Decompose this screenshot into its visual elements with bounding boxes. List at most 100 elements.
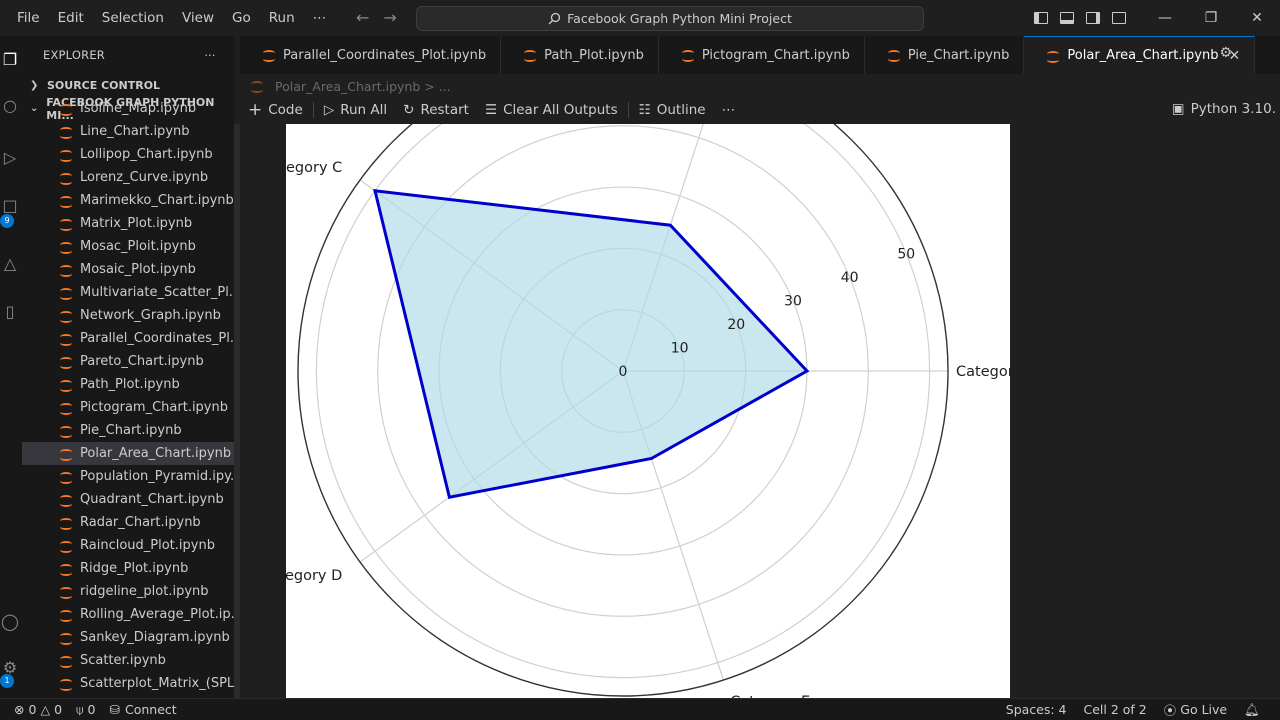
menu-more[interactable]: ⋯ xyxy=(312,10,327,26)
file-item[interactable]: Pie_Chart.ipynb xyxy=(22,419,234,442)
toggle-secondary-sidebar-icon[interactable] xyxy=(1086,12,1100,24)
breadcrumb-more[interactable]: > ... xyxy=(424,78,451,94)
notebook-icon xyxy=(59,171,73,185)
explorer-more-button[interactable]: ⋯ xyxy=(204,48,216,62)
sidebar-scrollbar[interactable] xyxy=(234,124,240,698)
file-label: Polar_Area_Chart.ipynb xyxy=(80,446,232,461)
editor-tab[interactable]: Pictogram_Chart.ipynb xyxy=(659,36,865,74)
file-item[interactable]: Rolling_Average_Plot.ip... xyxy=(22,603,234,626)
source-control-icon[interactable]: □ xyxy=(2,196,18,215)
tab-label: Pie_Chart.ipynb xyxy=(907,47,1010,63)
restore-icon[interactable]: ❐ xyxy=(1204,10,1218,26)
tab-close-icon[interactable]: ✕ xyxy=(1228,47,1241,64)
menu-selection[interactable]: Selection xyxy=(101,10,164,26)
file-item[interactable]: Pareto_Chart.ipynb xyxy=(22,350,234,373)
manage-gear-icon[interactable]: ⚙ xyxy=(2,658,18,677)
notifications-bell-icon[interactable]: 🔔︎ xyxy=(1244,701,1260,717)
menu-view[interactable]: View xyxy=(181,10,215,26)
toolbar-divider xyxy=(627,102,629,118)
editor-tab[interactable]: Pie_Chart.ipynb xyxy=(865,36,1025,74)
toggle-sidebar-icon[interactable] xyxy=(1034,12,1048,24)
source-control-section[interactable]: ❯ SOURCE CONTROL xyxy=(22,74,234,97)
notebook-icon xyxy=(59,447,73,461)
problems-indicator[interactable]: ⊗ 0 △ 0 xyxy=(14,702,62,717)
run-all-label: Run All xyxy=(340,102,388,118)
kernel-picker[interactable]: ▣ Python 3.10. xyxy=(1172,101,1276,117)
file-item[interactable]: Parallel_Coordinates_Pl... xyxy=(22,327,234,350)
file-item[interactable]: Pictogram_Chart.ipynb xyxy=(22,396,234,419)
extensions-icon[interactable]: ▯ xyxy=(5,302,15,321)
run-all-icon: ▷ xyxy=(323,102,335,118)
file-label: Matrix_Plot.ipynb xyxy=(80,216,193,231)
outline-icon: ☷ xyxy=(638,102,651,118)
search-icon[interactable]: ○ xyxy=(3,96,17,115)
toolbar-more-button[interactable]: ⋯ xyxy=(721,102,736,118)
menu-edit[interactable]: Edit xyxy=(57,10,84,26)
file-item[interactable]: Marimekko_Chart.ipynb xyxy=(22,189,234,212)
file-label: Sankey_Diagram.ipynb xyxy=(80,630,230,645)
file-label: Scatterplot_Matrix_(SPL... xyxy=(80,676,234,691)
kernel-icon: ▣ xyxy=(1171,101,1185,117)
notebook-icon xyxy=(59,263,73,277)
outline-button[interactable]: ☷ Outline xyxy=(631,102,714,118)
file-item[interactable]: Network_Graph.ipynb xyxy=(22,304,234,327)
breadcrumb-file[interactable]: Polar_Area_Chart.ipynb xyxy=(275,78,421,94)
menu-run[interactable]: Run xyxy=(268,10,295,26)
account-icon[interactable]: ◯ xyxy=(1,612,19,631)
testing-icon[interactable]: △ xyxy=(3,254,17,273)
back-arrow-icon[interactable]: ← xyxy=(356,8,370,27)
notebook-icon xyxy=(59,125,73,139)
category-label: Category D xyxy=(286,568,342,584)
run-all-button[interactable]: ▷ Run All xyxy=(316,102,395,118)
file-item[interactable]: Scatter.ipynb xyxy=(22,649,234,672)
notebook-icon xyxy=(59,286,73,300)
file-item[interactable]: ridgeline_plot.ipynb xyxy=(22,580,234,603)
menu-file[interactable]: File xyxy=(17,10,40,26)
restart-button[interactable]: ↻ Restart xyxy=(395,102,477,118)
tab-label: Path_Plot.ipynb xyxy=(544,47,644,63)
file-item[interactable]: Mosac_Ploit.ipynb xyxy=(22,235,234,258)
editor-tab[interactable]: Parallel_Coordinates_Plot.ipynb xyxy=(240,36,502,74)
ports-indicator[interactable]: ⍦ 0 xyxy=(76,702,95,718)
file-item[interactable]: Path_Plot.ipynb xyxy=(22,373,234,396)
file-item[interactable]: Scatterplot_Matrix_(SPL... xyxy=(22,672,234,695)
chevron-right-icon: ❯ xyxy=(30,80,39,91)
close-window-icon[interactable]: ✕ xyxy=(1251,10,1263,26)
file-item[interactable]: Radar_Chart.ipynb xyxy=(22,511,234,534)
minimize-icon[interactable]: — xyxy=(1158,10,1172,26)
file-label: Mosac_Ploit.ipynb xyxy=(80,239,196,254)
file-item[interactable]: Sankey_Diagram.ipynb xyxy=(22,626,234,649)
settings-gear-icon[interactable]: ⚙ xyxy=(1219,45,1232,61)
connect-button[interactable]: ⛁ Connect xyxy=(109,702,176,717)
editor-tab[interactable]: Path_Plot.ipynb xyxy=(501,36,659,74)
file-label: Population_Pyramid.ipy... xyxy=(80,469,234,484)
file-item[interactable]: Mosaic_Plot.ipynb xyxy=(22,258,234,281)
toggle-panel-icon[interactable] xyxy=(1060,12,1074,24)
menu-go[interactable]: Go xyxy=(232,10,251,26)
file-label: Pie_Chart.ipynb xyxy=(80,423,182,438)
file-item[interactable]: Lollipop_Chart.ipynb xyxy=(22,143,234,166)
clear-outputs-button[interactable]: ☰ Clear All Outputs xyxy=(477,102,626,118)
file-item[interactable]: Multivariate_Scatter_Pl... xyxy=(22,281,234,304)
file-item[interactable]: Quadrant_Chart.ipynb xyxy=(22,488,234,511)
editor-tab[interactable]: Polar_Area_Chart.ipynb ✕ xyxy=(1024,36,1256,74)
indentation-status[interactable]: Spaces: 4 xyxy=(1005,702,1067,717)
forward-arrow-icon[interactable]: → xyxy=(383,8,397,27)
explorer-icon[interactable]: ❐ xyxy=(2,50,18,69)
cell-status[interactable]: Cell 2 of 2 xyxy=(1083,702,1147,717)
file-item[interactable]: Isoline_Map.ipynb xyxy=(22,97,234,120)
run-debug-icon[interactable]: ▷ xyxy=(3,148,17,167)
notebook-icon xyxy=(59,516,73,530)
add-code-button[interactable]: + Code xyxy=(240,100,311,120)
go-live-button[interactable]: ⦿ Go Live xyxy=(1164,700,1227,719)
file-item[interactable]: Ridge_Plot.ipynb xyxy=(22,557,234,580)
file-item[interactable]: Matrix_Plot.ipynb xyxy=(22,212,234,235)
file-item[interactable]: Polar_Area_Chart.ipynb xyxy=(22,442,234,465)
file-item[interactable]: Lorenz_Curve.ipynb xyxy=(22,166,234,189)
file-item[interactable]: Raincloud_Plot.ipynb xyxy=(22,534,234,557)
file-item[interactable]: Population_Pyramid.ipy... xyxy=(22,465,234,488)
customize-layout-icon[interactable] xyxy=(1112,12,1126,24)
file-item[interactable]: Line_Chart.ipynb xyxy=(22,120,234,143)
tab-label: Parallel_Coordinates_Plot.ipynb xyxy=(283,47,487,63)
command-center[interactable]: Facebook Graph Python Mini Project xyxy=(416,6,924,31)
